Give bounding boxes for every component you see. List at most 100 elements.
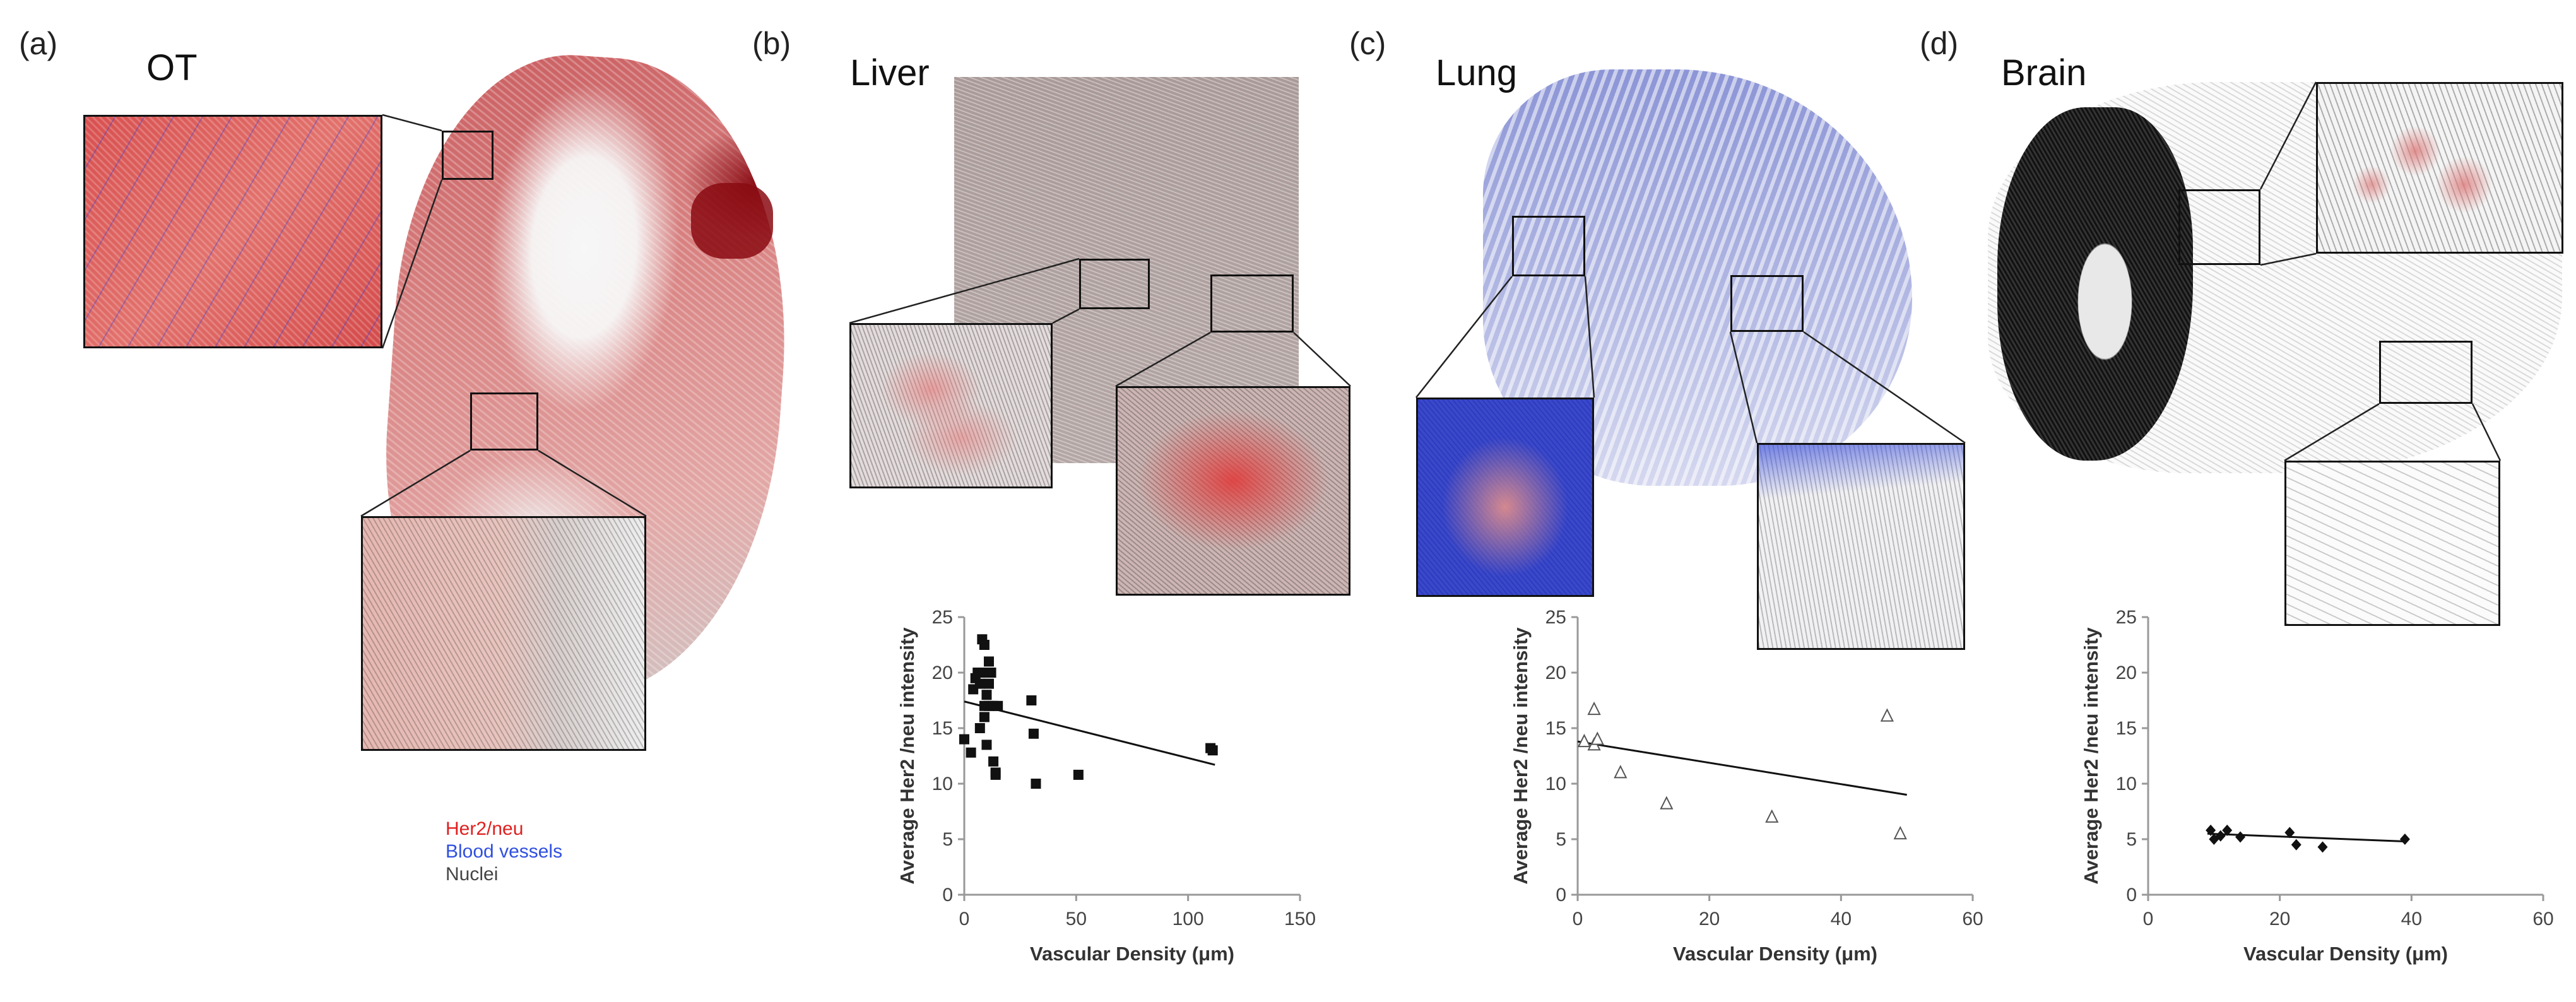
panel-letter-d: (d) [1920, 26, 1959, 61]
data-point-b [984, 678, 995, 689]
brain-zoom-box-top [2178, 189, 2260, 265]
liver-inset-left [849, 323, 1053, 488]
legend-item-blood-vessels: Blood vessels [446, 841, 563, 862]
data-point-b [974, 723, 985, 733]
y-tick-label-c: 15 [1545, 718, 1566, 739]
data-point-b [990, 769, 1001, 780]
liver-inset-right [1116, 386, 1350, 596]
y-tick-label-c: 25 [1545, 607, 1566, 628]
data-point-b [974, 678, 985, 689]
data-point-b [966, 747, 976, 758]
data-point-b [986, 668, 996, 678]
x-tick-label-d: 0 [2143, 909, 2154, 929]
x-tick-label-c: 20 [1699, 909, 1720, 929]
stain-legend: Her2/neu Blood vessels Nuclei [446, 818, 562, 886]
y-tick-label-d: 15 [2116, 718, 2137, 739]
data-point-b [984, 656, 995, 667]
y-tick-label-d: 0 [2126, 885, 2137, 905]
y-tick-label-c: 10 [1545, 774, 1566, 794]
x-tick-label-d: 60 [2532, 909, 2553, 929]
panel-title-a: OT [146, 47, 198, 88]
y-axis-title-b: Average Her2 /neu intensity [896, 627, 918, 885]
x-tick-label-b: 0 [959, 909, 970, 929]
legend-item-nuclei: Nuclei [446, 864, 499, 885]
y-tick-label-c: 20 [1545, 663, 1566, 683]
x-tick-label-d: 40 [2401, 909, 2422, 929]
y-tick-label-c: 5 [1556, 829, 1566, 850]
data-point-d [2215, 830, 2226, 842]
ot-inset-bottom [361, 516, 646, 751]
panel-title-c: Lung [1436, 52, 1518, 93]
y-axis-title-c: Average Her2 /neu intensity [1510, 627, 1532, 885]
data-point-c [1577, 733, 1592, 748]
lung-inset-right [1757, 443, 1965, 650]
data-point-b [993, 700, 1003, 711]
y-axis-title-d: Average Her2 /neu intensity [2080, 627, 2102, 885]
data-point-b [1207, 745, 1218, 756]
data-point-c [1587, 701, 1601, 716]
ot-inset-top [83, 115, 382, 348]
y-tick-label-c: 0 [1556, 885, 1566, 905]
y-tick-label-d: 10 [2116, 774, 2137, 794]
y-tick-label-b: 15 [932, 718, 953, 739]
panel-title-b: Liver [850, 52, 930, 93]
y-tick-label-b: 5 [942, 829, 953, 850]
data-point-d [2317, 841, 2328, 853]
brain-inset-top [2316, 82, 2563, 254]
data-point-b [1073, 769, 1084, 780]
trend-line-b [964, 700, 1215, 766]
data-point-b [979, 712, 990, 722]
x-tick-label-c: 0 [1573, 909, 1583, 929]
data-point-d [2291, 839, 2301, 851]
data-point-c [1765, 809, 1779, 823]
y-tick-label-d: 25 [2116, 607, 2137, 628]
x-tick-label-c: 60 [1962, 909, 1983, 929]
y-tick-label-b: 25 [932, 607, 953, 628]
data-point-b [981, 690, 992, 700]
data-point-c [1614, 765, 1628, 779]
data-point-b [979, 640, 990, 650]
data-point-b [1028, 728, 1039, 739]
x-tick-label-d: 20 [2269, 909, 2290, 929]
trend-line-c [1577, 740, 1907, 796]
y-tick-label-b: 0 [942, 885, 953, 905]
y-tick-label-b: 10 [932, 774, 953, 794]
panel-letter-b: (b) [752, 26, 791, 61]
x-tick-label-c: 40 [1831, 909, 1852, 929]
data-point-d [2235, 831, 2246, 843]
data-point-b [1026, 695, 1037, 705]
data-point-d [2399, 834, 2410, 845]
brain-zoom-box-bottom [2379, 341, 2473, 404]
data-point-d [2284, 827, 2295, 839]
liver-zoom-box-right [1210, 274, 1294, 333]
brain-inset-bottom [2284, 461, 2500, 626]
lung-zoom-box-left [1512, 216, 1585, 276]
data-point-b [981, 740, 992, 750]
y-tick-label-d: 20 [2116, 663, 2137, 683]
data-point-c [1660, 796, 1674, 810]
x-axis-title-c: Vascular Density (μm) [1673, 943, 1877, 965]
x-tick-label-b: 100 [1173, 909, 1204, 929]
x-tick-label-b: 150 [1284, 909, 1316, 929]
data-point-b [1031, 779, 1041, 789]
panel-letter-a: (a) [19, 26, 58, 61]
lung-zoom-box-right [1730, 275, 1804, 332]
ot-tissue-dark-edge [691, 183, 773, 259]
y-tick-label-d: 5 [2126, 829, 2137, 850]
x-axis-title-b: Vascular Density (μm) [1030, 943, 1234, 965]
data-point-d [2206, 824, 2216, 836]
data-point-d [2222, 824, 2233, 836]
data-point-b [988, 756, 999, 767]
data-point-c [1590, 731, 1604, 745]
brain-dark-structure [1997, 107, 2193, 461]
x-tick-label-b: 50 [1066, 909, 1087, 929]
data-point-b [959, 734, 969, 745]
x-axis-title-d: Vascular Density (μm) [2243, 943, 2448, 965]
ot-zoom-box-top [442, 131, 493, 180]
liver-zoom-box-left [1079, 259, 1150, 309]
ot-zoom-box-bottom [470, 392, 538, 451]
data-point-c [1893, 825, 1907, 840]
data-point-c [1880, 708, 1894, 722]
